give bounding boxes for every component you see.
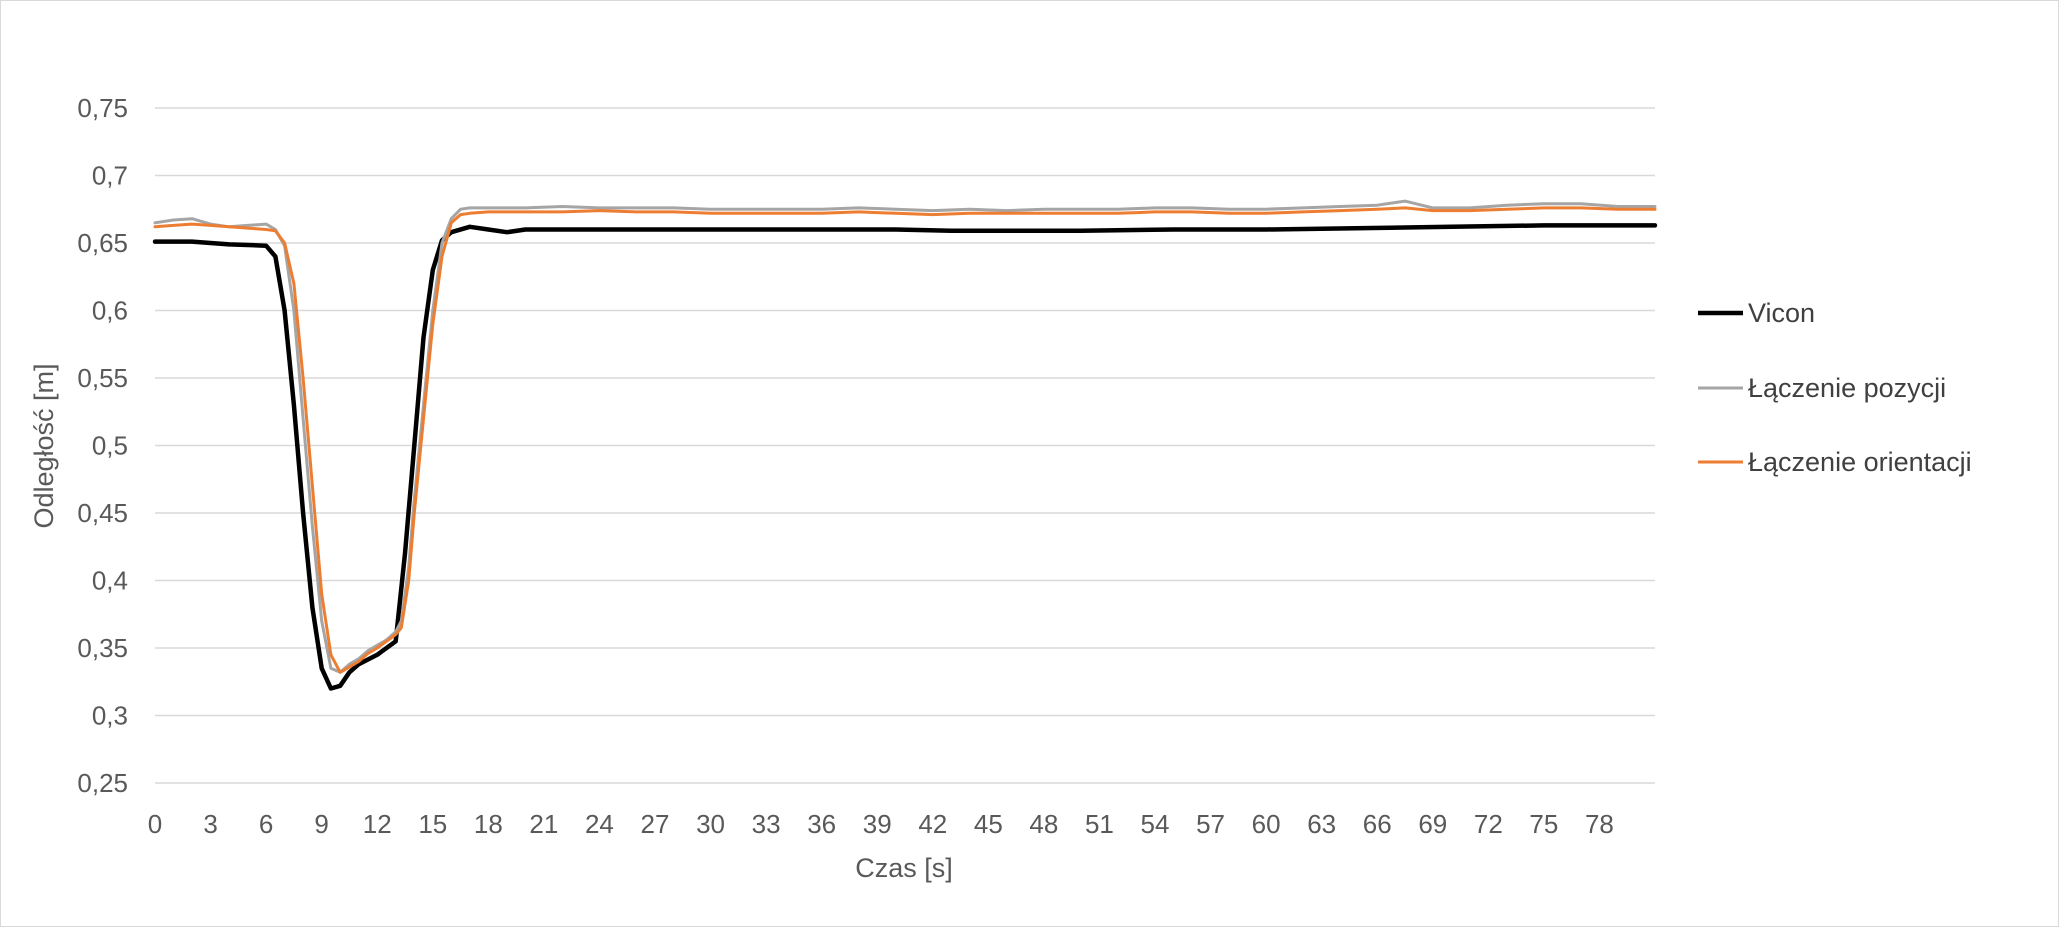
x-tick-label: 51 [1085, 809, 1114, 839]
legend-label: Łączenie orientacji [1748, 447, 1972, 477]
x-tick-label: 60 [1252, 809, 1281, 839]
series-line-laczenie-orientacji [153, 206, 1657, 674]
x-tick-label: 21 [529, 809, 558, 839]
x-tick-label: 12 [363, 809, 392, 839]
x-tick-label: 0 [148, 809, 162, 839]
x-tick-label: 66 [1363, 809, 1392, 839]
series-line-vicon [152, 223, 1658, 691]
x-tick-label: 63 [1307, 809, 1336, 839]
y-tick-label: 0,45 [77, 498, 128, 528]
x-tick-label: 9 [314, 809, 328, 839]
gridlines [155, 107, 1655, 784]
x-tick-label: 69 [1418, 809, 1447, 839]
y-tick-label: 0,4 [92, 566, 128, 596]
x-axis-ticks: 0 3 6 9 12 15 18 21 24 27 30 33 36 39 42 45 48 51 54 57 60 63… [148, 809, 1614, 839]
y-tick-label: 0,65 [77, 228, 128, 258]
x-tick-label: 72 [1474, 809, 1503, 839]
x-tick-label: 75 [1529, 809, 1558, 839]
y-tick-label: 0,35 [77, 633, 128, 663]
x-tick-label: 24 [585, 809, 614, 839]
legend-label: Vicon [1748, 298, 1815, 328]
x-tick-label: 33 [752, 809, 781, 839]
x-tick-label: 15 [418, 809, 447, 839]
x-tick-label: 27 [641, 809, 670, 839]
y-axis-title: Odległość [m] [29, 363, 59, 528]
x-tick-label: 18 [474, 809, 503, 839]
x-axis-title: Czas [s] [855, 853, 953, 883]
legend: Vicon Łączenie pozycji Łączenie orientacji [1698, 298, 1972, 477]
x-tick-label: 6 [259, 809, 273, 839]
y-tick-label: 0,75 [77, 93, 128, 123]
series-lines [152, 199, 1658, 691]
x-tick-label: 3 [203, 809, 217, 839]
x-tick-label: 42 [918, 809, 947, 839]
y-tick-label: 0,3 [92, 701, 128, 731]
legend-label: Łączenie pozycji [1748, 373, 1946, 403]
x-tick-label: 48 [1029, 809, 1058, 839]
y-tick-label: 0,6 [92, 296, 128, 326]
y-tick-label: 0,7 [92, 161, 128, 191]
x-tick-label: 30 [696, 809, 725, 839]
x-tick-label: 78 [1585, 809, 1614, 839]
y-tick-label: 0,5 [92, 431, 128, 461]
y-tick-label: 0,55 [77, 363, 128, 393]
x-tick-label: 36 [807, 809, 836, 839]
x-tick-label: 57 [1196, 809, 1225, 839]
x-tick-label: 45 [974, 809, 1003, 839]
y-axis-ticks: 0,25 0,3 0,35 0,4 0,45 0,5 0,55 0,6 0,65 0,7 0,75 [77, 93, 128, 798]
y-tick-label: 0,25 [77, 768, 128, 798]
x-tick-label: 39 [863, 809, 892, 839]
series-line-laczenie-pozycji [153, 199, 1657, 674]
x-tick-label: 54 [1141, 809, 1170, 839]
